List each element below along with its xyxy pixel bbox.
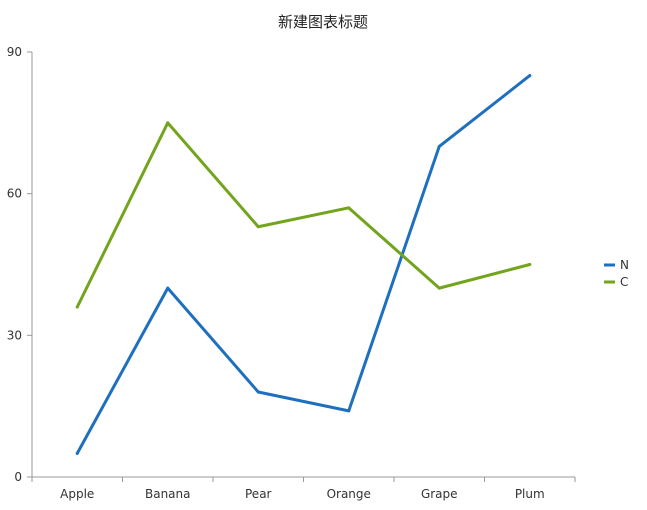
axes: 0 30 60 90 Apple Banana Pear Orange Grape Plum [7,45,576,501]
series-line-n [75,74,532,455]
data-point-c [166,121,170,125]
data-point-n [75,451,79,455]
y-tick-label: 90 [7,45,22,59]
data-point-c [437,286,441,290]
data-point-n [166,286,170,290]
data-point-c [347,206,351,210]
y-tick-label: 60 [7,187,22,201]
data-point-n [437,144,441,148]
x-tick-label: Plum [515,487,545,501]
y-tick-label: 0 [14,470,22,484]
data-point-n [347,409,351,413]
y-tick-label: 30 [7,328,22,342]
series-line-c [75,121,532,309]
series-lines [75,74,532,455]
legend: NC [604,258,629,289]
x-tick-label: Grape [421,487,458,501]
x-tick-label: Pear [245,487,272,501]
legend-label-n: N [620,258,629,272]
chart-title: 新建图表标题 [278,13,368,31]
data-point-n [256,390,260,394]
legend-label-c: C [620,275,628,289]
x-tick-label: Apple [60,487,94,501]
data-point-c [256,225,260,229]
data-point-n [528,74,532,78]
data-point-c [75,305,79,309]
x-tick-label: Orange [327,487,371,501]
data-point-c [528,263,532,266]
x-tick-label: Banana [145,487,191,501]
